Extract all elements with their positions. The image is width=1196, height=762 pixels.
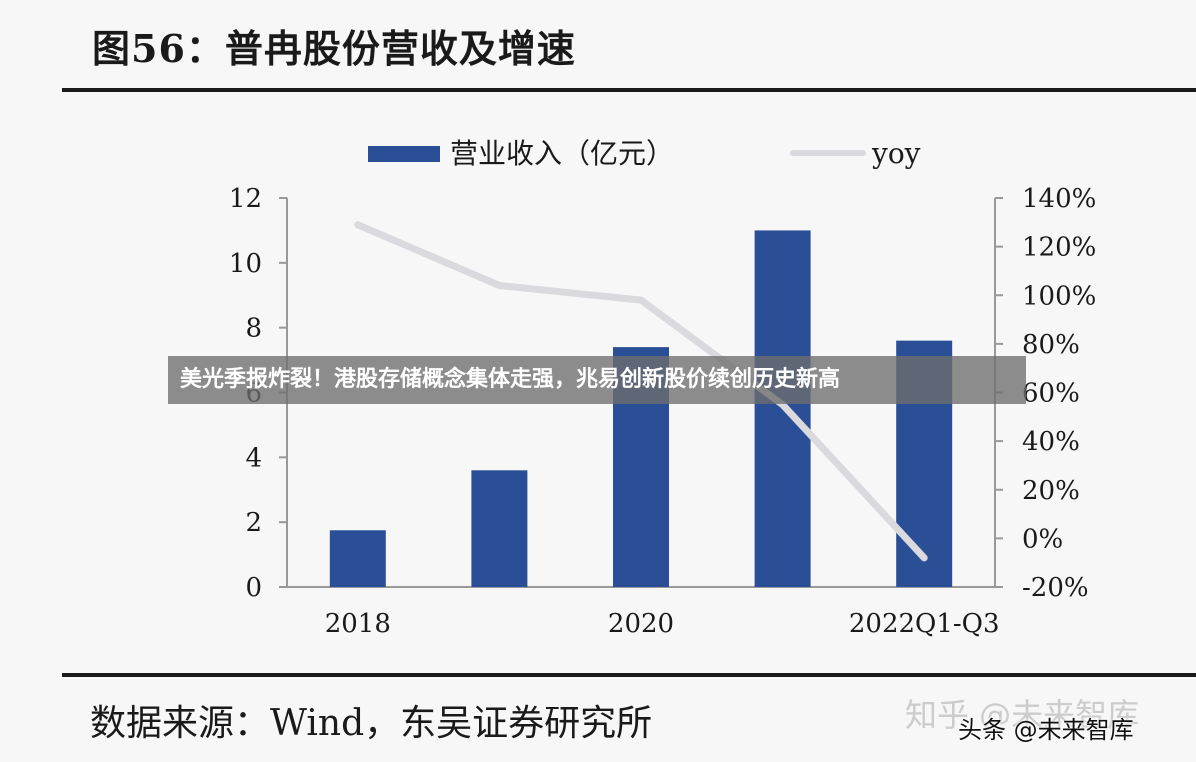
bar — [471, 470, 528, 587]
y-right-tick-label: 40% — [1022, 427, 1080, 457]
top-rule — [62, 88, 1196, 92]
tick-labels: 024681012-20%0%20%40%60%80%100%120%140%2… — [229, 184, 1096, 639]
y-right-tick-label: 100% — [1022, 281, 1096, 311]
bars — [329, 230, 953, 587]
legend-line-label: yoy — [871, 137, 921, 170]
y-left-tick-label: 8 — [245, 314, 262, 344]
bottom-rule — [62, 673, 1196, 677]
y-left-tick-label: 10 — [229, 249, 262, 279]
y-right-tick-label: 0% — [1022, 524, 1063, 554]
legend-bar-label: 营业收入（亿元） — [450, 137, 674, 170]
zhihu-watermark: 知乎 @未来智库 — [905, 696, 1140, 734]
source-note: 数据来源：Wind，东吴证券研究所 — [90, 703, 653, 744]
y-right-tick-label: 120% — [1022, 233, 1096, 263]
chart-title: 图56：普冉股份营收及增速 — [92, 26, 576, 71]
x-tick-label: 2022Q1-Q3 — [849, 609, 1000, 639]
y-right-tick-label: 80% — [1022, 330, 1080, 360]
legend-line-swatch — [790, 150, 866, 156]
x-tick-label: 2020 — [608, 609, 674, 639]
yoy-point — [496, 282, 503, 289]
news-banner[interactable]: 美光季报炸裂！港股存储概念集体走强，兆易创新股价续创历史新高 — [168, 356, 1026, 404]
yoy-point — [638, 297, 644, 304]
y-right-tick-label: 20% — [1022, 476, 1080, 506]
legend-bar-swatch — [368, 146, 440, 162]
y-right-tick-label: 60% — [1022, 379, 1080, 409]
y-left-tick-label: 2 — [245, 508, 262, 538]
y-right-tick-label: 140% — [1022, 184, 1096, 214]
toutiao-watermark: 头条 @未来智库 — [958, 716, 1134, 744]
y-left-tick-label: 0 — [245, 573, 262, 603]
legend: 营业收入（亿元） yoy — [368, 137, 921, 170]
y-left-tick-label: 12 — [229, 184, 262, 214]
x-tick-label: 2018 — [325, 609, 391, 639]
yoy-point — [354, 221, 361, 228]
y-left-tick-label: 4 — [245, 443, 262, 473]
y-right-tick-label: -20% — [1022, 573, 1089, 603]
yoy-point — [921, 554, 928, 561]
bar — [329, 530, 386, 587]
